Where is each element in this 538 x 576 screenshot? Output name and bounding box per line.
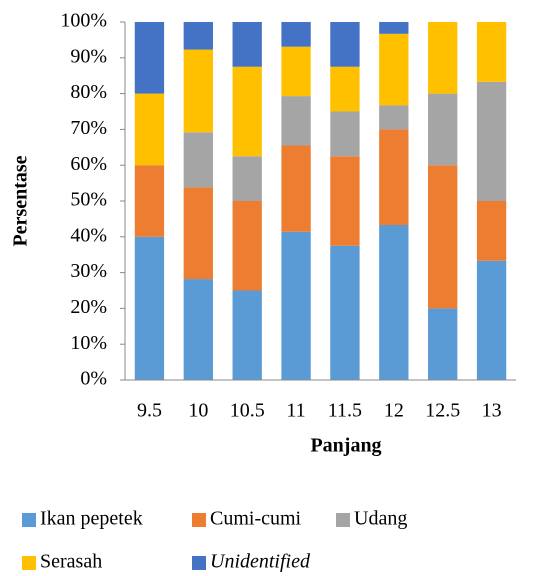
y-tick-label: 10% xyxy=(70,332,107,354)
bar-segment xyxy=(281,145,311,232)
y-tick-label: 40% xyxy=(70,224,107,246)
bar-segment xyxy=(134,165,165,237)
bar-segment xyxy=(428,165,458,309)
x-tick-label: 11.5 xyxy=(328,400,362,422)
bar-segment xyxy=(134,93,165,166)
bar-segment xyxy=(281,96,311,146)
bar-segment xyxy=(183,22,213,50)
x-tick-label: 13 xyxy=(482,400,502,422)
legend-swatch xyxy=(192,556,206,570)
legend-swatch xyxy=(336,513,350,527)
legend-swatch xyxy=(192,513,206,527)
y-tick-label: 70% xyxy=(70,117,107,139)
bar-segment xyxy=(330,156,360,246)
bar-segment xyxy=(183,187,213,280)
legend-label: Cumi-cumi xyxy=(210,508,302,530)
y-tick-label: 60% xyxy=(70,153,107,175)
bar-segment xyxy=(330,111,360,157)
bar-segment xyxy=(134,236,165,380)
bar-segment xyxy=(281,231,311,380)
x-tick-label: 9.5 xyxy=(137,400,162,422)
y-tick-label: 0% xyxy=(80,368,107,390)
bar-segment xyxy=(428,93,458,166)
bar-segment xyxy=(379,22,409,34)
bar-segment xyxy=(232,156,262,201)
y-tick-label: 50% xyxy=(70,189,107,211)
bar-segment xyxy=(379,33,409,106)
bar-segment xyxy=(232,22,262,67)
x-tick-label: 12 xyxy=(384,400,404,422)
bar-segment xyxy=(379,224,409,380)
bar-segment xyxy=(232,290,262,380)
legend-label: Serasah xyxy=(40,551,102,573)
y-tick-label: 90% xyxy=(70,45,107,67)
bar-segment xyxy=(330,245,360,380)
legend-label: Udang xyxy=(354,508,407,530)
y-tick-label: 80% xyxy=(70,81,107,103)
x-tick-label: 12.5 xyxy=(425,400,460,422)
legend-swatch xyxy=(22,513,36,527)
bar-segment xyxy=(379,129,409,225)
legend-swatch xyxy=(22,556,36,570)
legend-label: Ikan pepetek xyxy=(40,508,143,530)
bar-segment xyxy=(476,260,507,380)
x-tick-label: 10 xyxy=(188,400,208,422)
legend-label: Unidentified xyxy=(210,551,311,573)
bar-segment xyxy=(476,22,507,82)
x-axis-label: Panjang xyxy=(310,435,381,457)
bar-segment xyxy=(232,66,262,157)
x-tick-label: 10.5 xyxy=(230,400,265,422)
y-axis-label: Persentase xyxy=(10,155,32,246)
y-tick-label: 100% xyxy=(60,10,107,32)
bar-segment xyxy=(183,279,213,380)
bar-segment xyxy=(281,46,311,97)
bar-segment xyxy=(232,201,262,291)
bar-segment xyxy=(134,22,165,94)
bar-segment xyxy=(476,201,507,261)
bar-segment xyxy=(428,308,458,380)
y-tick-label: 30% xyxy=(70,260,107,282)
bar-segment xyxy=(379,105,409,130)
bar-segment xyxy=(281,22,311,47)
bar-segment xyxy=(183,49,213,133)
x-tick-label: 11 xyxy=(286,400,305,422)
bar-segment xyxy=(183,132,213,188)
bar-segment xyxy=(330,22,360,67)
bar-segment xyxy=(428,22,458,94)
bar-segment xyxy=(330,66,360,112)
y-tick-label: 20% xyxy=(70,296,107,318)
bar-segment xyxy=(476,81,507,201)
